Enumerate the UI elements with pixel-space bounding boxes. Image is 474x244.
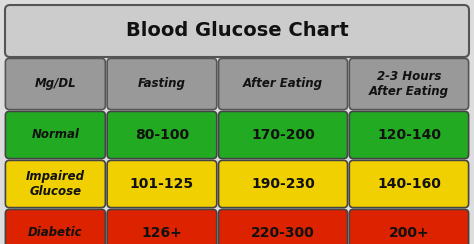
Text: Impaired
Glucose: Impaired Glucose: [26, 170, 85, 198]
FancyBboxPatch shape: [5, 58, 105, 110]
Text: Fasting: Fasting: [138, 78, 186, 91]
FancyBboxPatch shape: [349, 160, 469, 208]
Text: Normal: Normal: [31, 129, 79, 142]
FancyBboxPatch shape: [219, 112, 347, 159]
FancyBboxPatch shape: [5, 5, 469, 57]
Text: 126+: 126+: [142, 226, 182, 240]
FancyBboxPatch shape: [5, 209, 105, 244]
FancyBboxPatch shape: [107, 58, 217, 110]
Text: 170-200: 170-200: [251, 128, 315, 142]
Text: 200+: 200+: [389, 226, 429, 240]
Text: 190-230: 190-230: [251, 177, 315, 191]
Text: 220-300: 220-300: [251, 226, 315, 240]
Text: Diabetic: Diabetic: [28, 226, 82, 240]
Text: 2-3 Hours
After Eating: 2-3 Hours After Eating: [369, 70, 449, 98]
FancyBboxPatch shape: [349, 58, 469, 110]
Text: 80-100: 80-100: [135, 128, 189, 142]
Text: 101-125: 101-125: [130, 177, 194, 191]
Text: Blood Glucose Chart: Blood Glucose Chart: [126, 21, 348, 41]
Text: 140-160: 140-160: [377, 177, 441, 191]
FancyBboxPatch shape: [5, 160, 105, 208]
FancyBboxPatch shape: [219, 209, 347, 244]
Text: 120-140: 120-140: [377, 128, 441, 142]
FancyBboxPatch shape: [349, 209, 469, 244]
FancyBboxPatch shape: [107, 112, 217, 159]
FancyBboxPatch shape: [107, 209, 217, 244]
Text: Mg/DL: Mg/DL: [35, 78, 76, 91]
FancyBboxPatch shape: [5, 112, 105, 159]
FancyBboxPatch shape: [107, 160, 217, 208]
FancyBboxPatch shape: [219, 58, 347, 110]
Text: After Eating: After Eating: [243, 78, 323, 91]
FancyBboxPatch shape: [219, 160, 347, 208]
FancyBboxPatch shape: [349, 112, 469, 159]
